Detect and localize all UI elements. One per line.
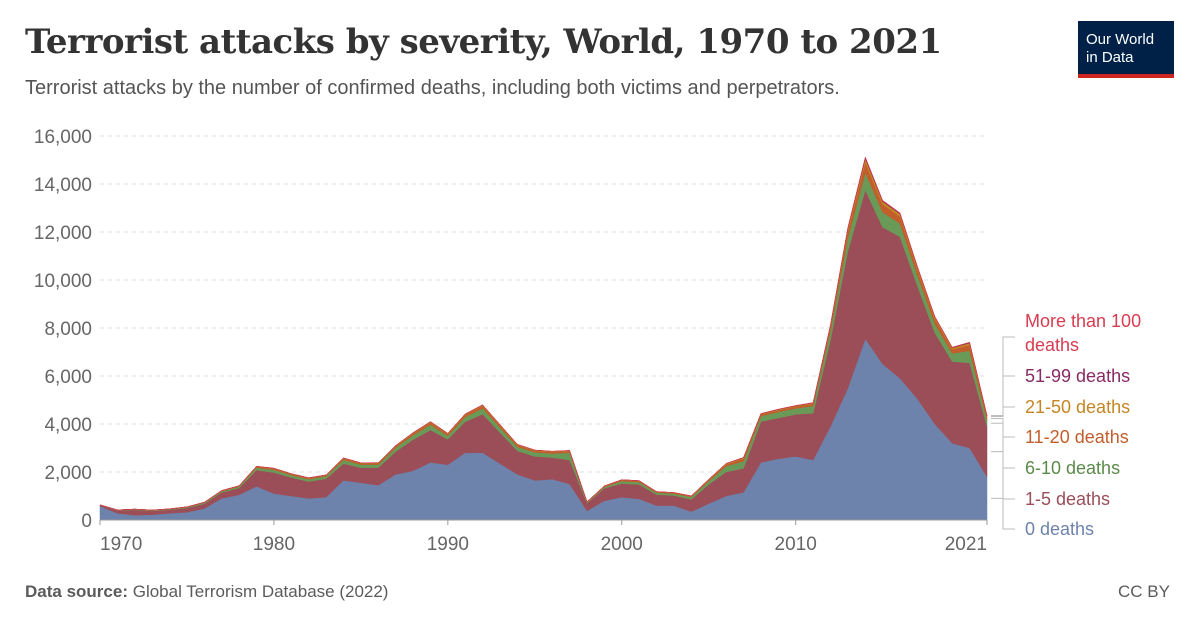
x-tick-label: 2021 (945, 534, 987, 555)
legend-connector (991, 422, 1015, 469)
legend-label[interactable]: deaths (1025, 335, 1079, 355)
source-text[interactable]: Global Terrorism Database (2022) (132, 582, 389, 601)
legend-connector (991, 497, 1015, 530)
x-tick-label: 2010 (775, 534, 817, 555)
axes: 0 2,000 4,000 6,000 8,000 10,000 12,000 14,000 1… (34, 127, 988, 555)
x-tick-label: 1970 (100, 534, 142, 555)
y-tick-label: 6,000 (44, 367, 92, 388)
y-tick-label: 0 (81, 511, 92, 532)
logo-line2: in Data (1086, 49, 1134, 66)
owid-logo[interactable]: Our World in Data (1078, 21, 1174, 78)
y-tick-label: 12,000 (34, 223, 92, 244)
legend-connector (991, 406, 1015, 417)
legend-label[interactable]: More than 100 (1025, 311, 1141, 331)
legend-connector (991, 375, 1015, 417)
x-tick-label: 1980 (253, 534, 295, 555)
chart-subtitle: Terrorist attacks by the number of confi… (25, 77, 840, 99)
y-tick-label: 16,000 (34, 127, 92, 148)
x-tick-label: 2000 (601, 534, 643, 555)
legend-label[interactable]: 6-10 deaths (1025, 458, 1120, 478)
license[interactable]: CC BY (1118, 582, 1170, 601)
legend: More than 100 deaths 51-99 deaths 21-50 dea… (991, 311, 1141, 539)
legend-label[interactable]: 51-99 deaths (1025, 366, 1130, 386)
chart-title: Terrorist attacks by severity, World, 19… (25, 22, 942, 62)
legend-label[interactable]: 0 deaths (1025, 519, 1094, 539)
legend-label[interactable]: 21-50 deaths (1025, 397, 1130, 417)
y-tick-label: 8,000 (44, 319, 92, 340)
legend-label[interactable]: 1-5 deaths (1025, 489, 1110, 509)
y-tick-label: 10,000 (34, 271, 92, 292)
legend-connector (991, 451, 1015, 500)
area-series (99, 156, 988, 521)
data-source: Data source: Global Terrorism Database (… (25, 582, 388, 602)
area-more-than-100-deaths[interactable] (99, 156, 988, 511)
x-tick-label: 1990 (427, 534, 469, 555)
y-tick-label: 4,000 (44, 415, 92, 436)
y-tick-label: 14,000 (34, 175, 92, 196)
logo-line1: Our World (1086, 31, 1155, 48)
source-label: Data source: (25, 582, 128, 601)
legend-label[interactable]: 11-20 deaths (1025, 427, 1129, 447)
y-tick-label: 2,000 (44, 463, 92, 484)
